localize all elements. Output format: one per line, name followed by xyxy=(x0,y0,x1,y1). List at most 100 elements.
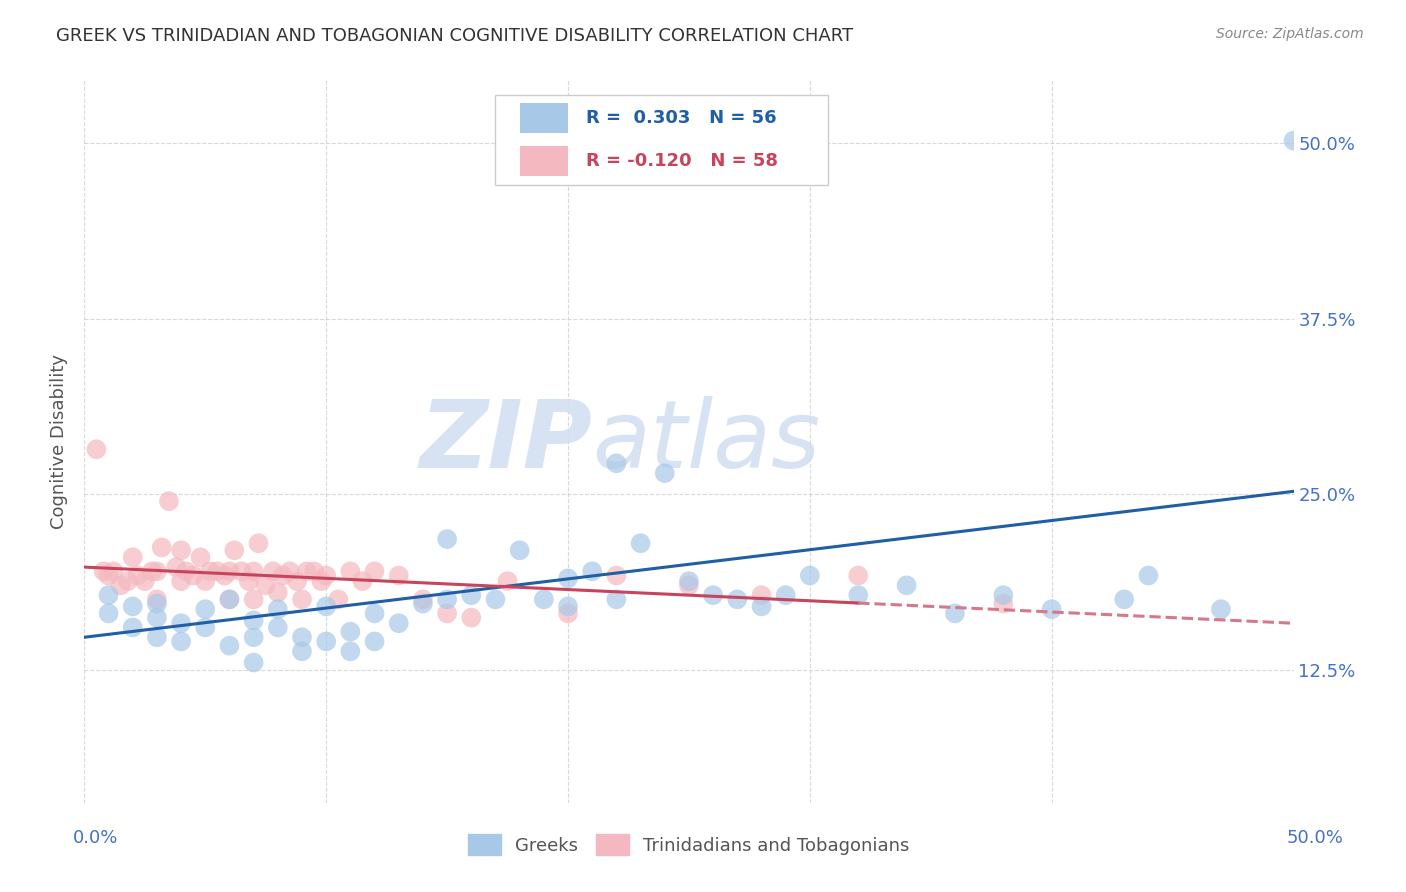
Point xyxy=(751,599,773,614)
Point xyxy=(846,568,869,582)
Point xyxy=(412,592,434,607)
Point xyxy=(496,574,519,588)
Point xyxy=(170,543,193,558)
Point xyxy=(242,630,264,644)
Point xyxy=(1282,134,1305,148)
Point xyxy=(533,592,555,607)
Point xyxy=(388,568,411,582)
Point xyxy=(207,564,229,578)
Point xyxy=(315,634,337,648)
Point xyxy=(86,442,108,457)
Point xyxy=(291,644,314,658)
Point xyxy=(157,494,180,508)
Point xyxy=(218,564,240,578)
Point xyxy=(150,541,173,555)
Point xyxy=(267,585,290,599)
Point xyxy=(267,602,290,616)
Point xyxy=(93,564,115,578)
Point xyxy=(117,574,139,588)
Point xyxy=(121,550,143,565)
Point xyxy=(460,610,482,624)
Point xyxy=(896,578,918,592)
Point xyxy=(484,592,506,607)
Point xyxy=(242,614,264,628)
Point xyxy=(315,568,337,582)
Point xyxy=(315,599,337,614)
Point xyxy=(170,634,193,648)
Point xyxy=(194,574,217,588)
Text: GREEK VS TRINIDADIAN AND TOBAGONIAN COGNITIVE DISABILITY CORRELATION CHART: GREEK VS TRINIDADIAN AND TOBAGONIAN COGN… xyxy=(56,27,853,45)
Point xyxy=(993,588,1015,602)
Text: ZIP: ZIP xyxy=(419,395,592,488)
Point xyxy=(190,550,212,565)
Point xyxy=(678,574,700,588)
Point xyxy=(134,574,156,588)
Point xyxy=(97,607,120,621)
Point xyxy=(247,536,270,550)
Point xyxy=(285,574,308,588)
Point xyxy=(363,607,385,621)
Text: atlas: atlas xyxy=(592,396,821,487)
Point xyxy=(146,630,169,644)
Point xyxy=(352,574,374,588)
Point xyxy=(1114,592,1136,607)
Point xyxy=(678,578,700,592)
Point xyxy=(165,560,187,574)
Point xyxy=(146,597,169,611)
Point xyxy=(799,568,821,582)
Point xyxy=(702,588,724,602)
Point xyxy=(557,607,579,621)
Point xyxy=(218,592,240,607)
Point xyxy=(121,599,143,614)
Point xyxy=(725,592,748,607)
Point xyxy=(146,610,169,624)
Point xyxy=(509,543,531,558)
Point xyxy=(388,616,411,631)
Point xyxy=(181,568,204,582)
Point xyxy=(1209,602,1232,616)
Point xyxy=(170,616,193,631)
Point xyxy=(846,588,869,602)
Point xyxy=(605,456,627,470)
Point xyxy=(311,574,333,588)
Point xyxy=(436,532,458,546)
Point xyxy=(97,588,120,602)
Point xyxy=(242,592,264,607)
Point xyxy=(174,564,197,578)
Point xyxy=(412,597,434,611)
Point xyxy=(278,564,301,578)
Point xyxy=(121,620,143,634)
Text: R =  0.303   N = 56: R = 0.303 N = 56 xyxy=(586,109,776,127)
FancyBboxPatch shape xyxy=(520,103,568,133)
Legend: Greeks, Trinidadians and Tobagonians: Greeks, Trinidadians and Tobagonians xyxy=(461,827,917,863)
Point xyxy=(103,564,125,578)
Text: R = -0.120   N = 58: R = -0.120 N = 58 xyxy=(586,153,778,170)
Point xyxy=(146,592,169,607)
Point xyxy=(194,620,217,634)
Point xyxy=(557,571,579,585)
Point xyxy=(110,578,132,592)
Point xyxy=(363,634,385,648)
Point xyxy=(460,588,482,602)
Point xyxy=(267,620,290,634)
Point xyxy=(214,568,236,582)
Text: 50.0%: 50.0% xyxy=(1286,829,1343,847)
Point xyxy=(436,607,458,621)
Point xyxy=(295,564,318,578)
Point xyxy=(238,574,260,588)
Point xyxy=(557,599,579,614)
Point xyxy=(436,592,458,607)
Point xyxy=(943,607,966,621)
Point xyxy=(224,543,246,558)
Point xyxy=(146,564,169,578)
Point xyxy=(254,578,277,592)
Point xyxy=(339,624,361,639)
Point xyxy=(993,597,1015,611)
Point xyxy=(141,564,163,578)
Point xyxy=(605,592,627,607)
Y-axis label: Cognitive Disability: Cognitive Disability xyxy=(51,354,69,529)
FancyBboxPatch shape xyxy=(520,146,568,177)
Point xyxy=(218,592,240,607)
Point xyxy=(302,564,325,578)
Point xyxy=(194,602,217,616)
